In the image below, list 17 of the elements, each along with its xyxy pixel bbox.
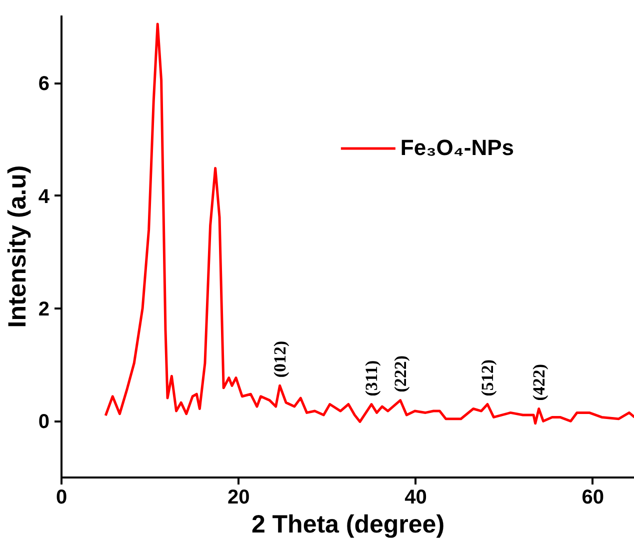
- annotation: (311): [362, 360, 381, 396]
- legend-label: Fe₃O₄-NPs: [400, 135, 514, 161]
- x-axis-title: 2 Theta (degree): [251, 510, 445, 538]
- y-tick-label: 4: [38, 186, 50, 208]
- annotation: (222): [390, 355, 410, 392]
- annotation: (512): [478, 359, 497, 396]
- x-tick-label: 40: [404, 486, 427, 508]
- annotation: (422): [529, 364, 548, 401]
- x-tick-label: 0: [56, 486, 68, 508]
- y-axis-title: Intensity (a.u): [3, 165, 32, 328]
- line-series: [104, 22, 634, 425]
- y-tick-label: 2: [38, 298, 50, 320]
- y-tick-label: 0: [38, 411, 50, 434]
- y-tick-label: 6: [38, 73, 50, 96]
- x-tick-label: 60: [582, 486, 604, 508]
- x-tick-label: 20: [228, 486, 250, 508]
- annotation: (012): [270, 340, 290, 378]
